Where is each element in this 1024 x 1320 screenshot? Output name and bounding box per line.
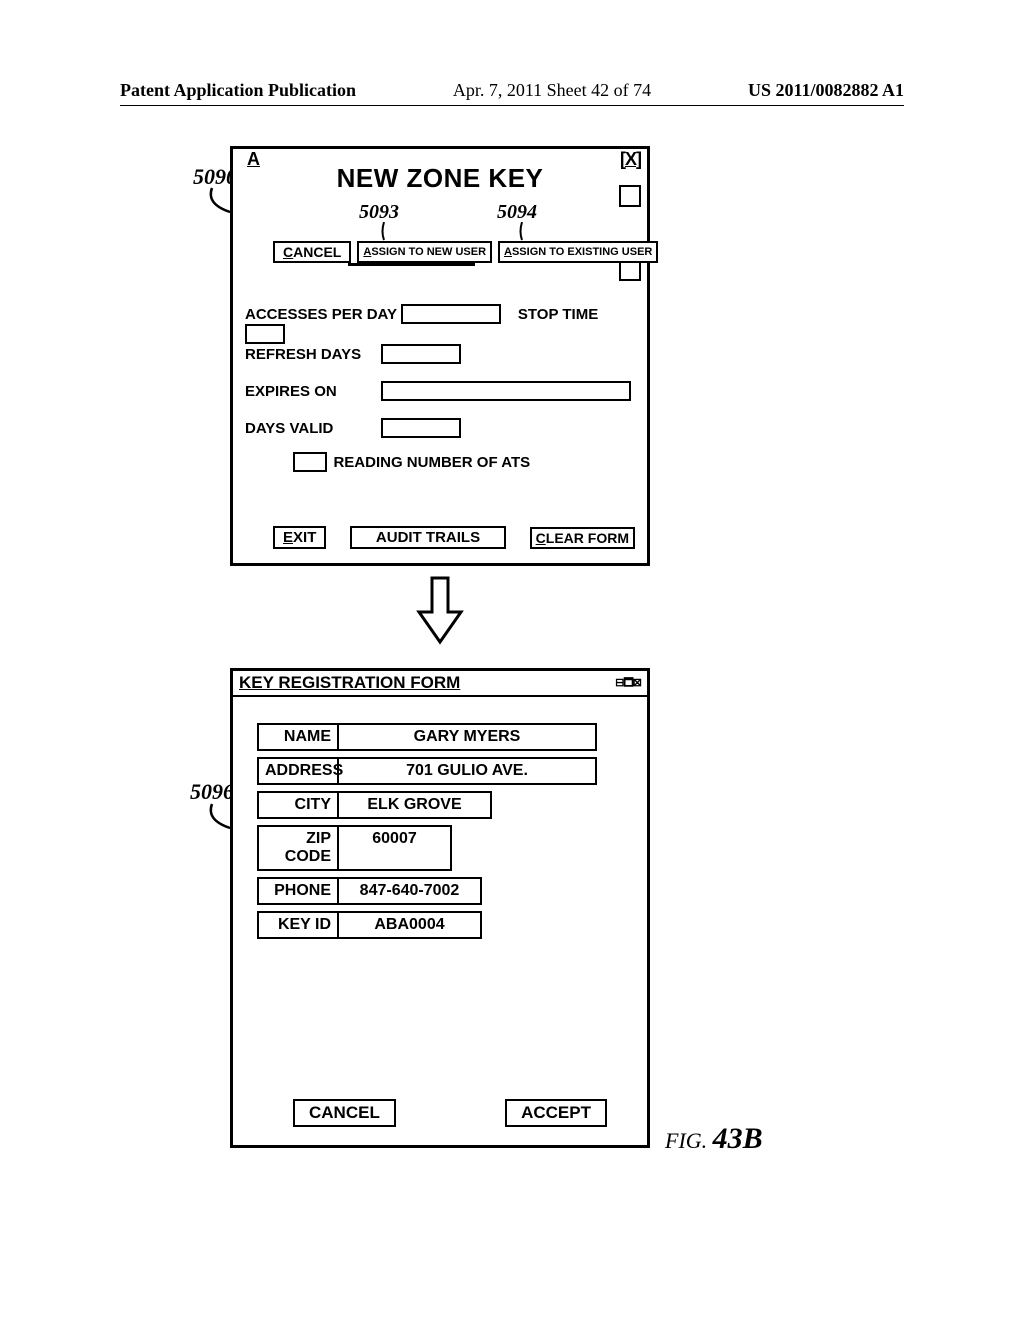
reading-ats-label: READING NUMBER OF ATS (333, 454, 530, 471)
ref-5094-leader (516, 222, 528, 242)
name-input[interactable]: GARY MYERS (337, 723, 597, 751)
expires-on-input[interactable] (381, 381, 631, 401)
figure-label: FIG. 43B (665, 1122, 763, 1156)
zip-label: ZIP CODE (257, 825, 337, 871)
city-input[interactable]: ELK GROVE (337, 791, 492, 819)
menu-a-icon[interactable]: A (247, 149, 260, 170)
cancel-button[interactable]: CANCEL (273, 241, 351, 263)
exit-button[interactable]: EXIT (273, 526, 326, 549)
clear-form-button[interactable]: CLEAR FORM (530, 527, 635, 549)
city-label: CITY (257, 791, 337, 819)
audit-trails-button[interactable]: AUDIT TRAILS (350, 526, 506, 549)
header-right: US 2011/0082882 A1 (748, 80, 904, 101)
accesses-per-day-input[interactable] (401, 304, 501, 324)
phone-label: PHONE (257, 877, 337, 905)
kr-cancel-button[interactable]: CANCEL (293, 1099, 396, 1127)
assign-new-user-button[interactable]: ASSIGN TO NEW USER (357, 241, 492, 263)
ref-5093-leader (378, 222, 390, 242)
keyid-input[interactable]: ABA0004 (337, 911, 482, 939)
stop-time-input[interactable] (245, 324, 285, 344)
page-header: Patent Application Publication Apr. 7, 2… (120, 80, 904, 106)
flow-arrow-icon (415, 574, 465, 654)
refresh-days-input[interactable] (381, 344, 461, 364)
selected-tab-underline (348, 263, 475, 266)
minimize-icon[interactable] (619, 185, 641, 207)
window2-titlebar: KEY REGISTRATION FORM ⊟🗖⊠ (233, 671, 647, 697)
kr-accept-button[interactable]: ACCEPT (505, 1099, 607, 1127)
ref-5093: 5093 (359, 201, 399, 224)
ref-5094: 5094 (497, 201, 537, 224)
accesses-per-day-label: ACCESSES PER DAY (245, 306, 397, 323)
reading-ats-checkbox[interactable] (293, 452, 327, 472)
days-valid-input[interactable] (381, 418, 461, 438)
refresh-days-label: REFRESH DAYS (245, 346, 365, 363)
key-registration-window: KEY REGISTRATION FORM ⊟🗖⊠ NAME GARY MYER… (230, 668, 650, 1148)
window2-title: KEY REGISTRATION FORM (239, 673, 460, 693)
close-icon[interactable]: X (620, 149, 641, 170)
new-zone-key-window: A X NEW ZONE KEY 5093 5094 CANCEL ASSIGN… (230, 146, 650, 566)
name-label: NAME (257, 723, 337, 751)
days-valid-label: DAYS VALID (245, 420, 365, 437)
window1-title: NEW ZONE KEY (233, 163, 647, 194)
keyid-label: KEY ID (257, 911, 337, 939)
window-controls-icon[interactable]: ⊟🗖⊠ (615, 674, 641, 693)
header-center: Apr. 7, 2011 Sheet 42 of 74 (453, 80, 651, 101)
stop-time-label: STOP TIME (518, 306, 598, 323)
assign-existing-user-button[interactable]: ASSIGN TO EXISTING USER (498, 241, 658, 263)
expires-on-label: EXPIRES ON (245, 383, 365, 400)
zip-input[interactable]: 60007 (337, 825, 452, 871)
header-left: Patent Application Publication (120, 80, 356, 101)
address-input[interactable]: 701 GULIO AVE. (337, 757, 597, 785)
phone-input[interactable]: 847-640-7002 (337, 877, 482, 905)
address-label: ADDRESS (257, 757, 337, 785)
